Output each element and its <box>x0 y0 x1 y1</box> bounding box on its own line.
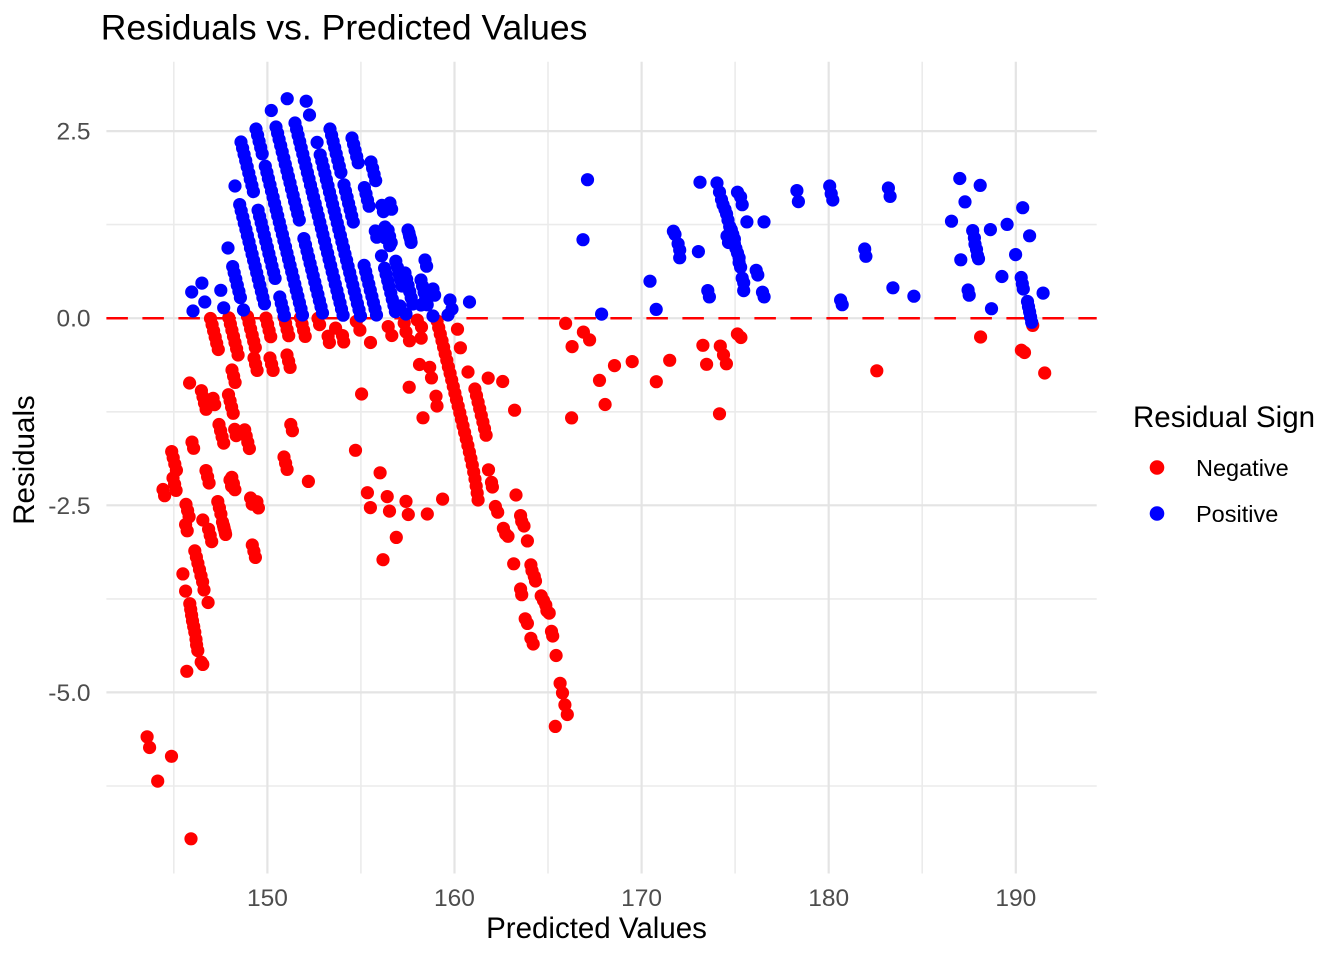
svg-text:Residual Sign: Residual Sign <box>1133 401 1315 434</box>
svg-text:180: 180 <box>808 885 849 912</box>
svg-text:150: 150 <box>247 885 288 912</box>
svg-text:Predicted Values: Predicted Values <box>486 912 707 945</box>
svg-text:Residuals: Residuals <box>8 395 41 525</box>
svg-text:Negative: Negative <box>1196 455 1289 481</box>
svg-text:160: 160 <box>434 885 475 912</box>
svg-text:0.0: 0.0 <box>56 306 90 333</box>
svg-text:-2.5: -2.5 <box>48 493 90 520</box>
svg-text:Positive: Positive <box>1196 501 1278 527</box>
svg-text:Residuals vs. Predicted Values: Residuals vs. Predicted Values <box>101 7 588 47</box>
svg-text:-5.0: -5.0 <box>48 680 90 707</box>
svg-text:190: 190 <box>995 885 1036 912</box>
svg-text:2.5: 2.5 <box>56 119 90 146</box>
svg-text:170: 170 <box>621 885 662 912</box>
